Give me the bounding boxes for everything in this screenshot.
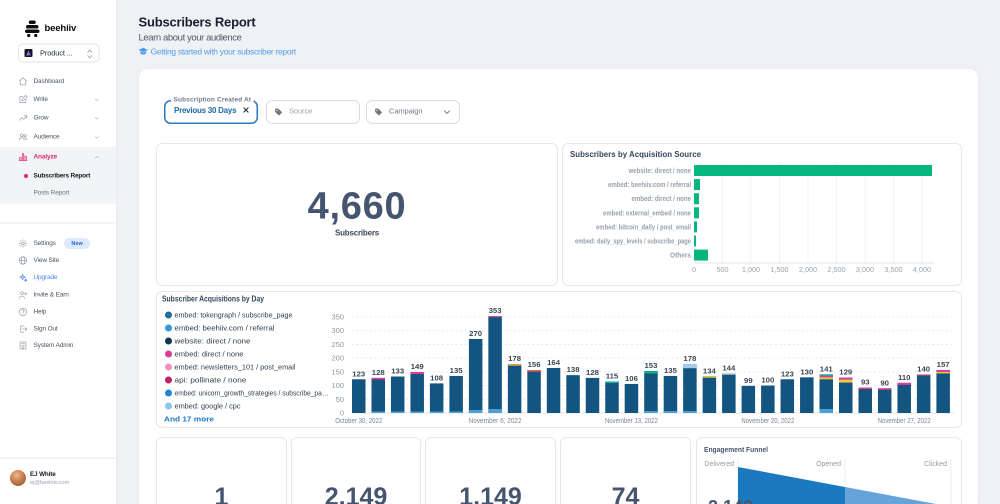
svg-text:embed: beehiiv.com / referral: embed: beehiiv.com / referral <box>608 180 691 189</box>
svg-text:embed: beehiiv.com / referral: embed: beehiiv.com / referral <box>175 324 275 333</box>
svg-text:embed: direct / none: embed: direct / none <box>175 350 244 359</box>
svg-text:Subscribers by Acquisition Sou: Subscribers by Acquisition Source <box>570 150 702 159</box>
svg-text:website: direct / none: website: direct / none <box>173 337 250 346</box>
svg-text:135: 135 <box>664 366 678 375</box>
svg-text:130: 130 <box>800 367 813 376</box>
svg-text:149: 149 <box>411 362 425 371</box>
svg-text:100: 100 <box>761 376 774 385</box>
svg-text:140: 140 <box>917 365 930 374</box>
svg-text:October 30, 2022: October 30, 2022 <box>335 416 382 425</box>
svg-text:api: pollinate / none: api: pollinate / none <box>175 376 247 385</box>
svg-text:November 27, 2022: November 27, 2022 <box>878 416 931 425</box>
svg-text:164: 164 <box>547 358 561 367</box>
svg-text:embed: direct / none: embed: direct / none <box>632 194 692 203</box>
svg-text:270: 270 <box>469 329 482 338</box>
svg-text:350: 350 <box>331 313 344 322</box>
svg-text:123: 123 <box>352 369 366 378</box>
svg-text:embed: unicorn_growth_strategi: embed: unicorn_growth_strategies / subsc… <box>175 389 329 398</box>
svg-text:128: 128 <box>586 368 600 377</box>
svg-text:0: 0 <box>692 265 696 274</box>
svg-text:135: 135 <box>450 366 464 375</box>
svg-text:138: 138 <box>567 365 581 374</box>
svg-text:Opened: Opened <box>816 461 841 468</box>
svg-text:50: 50 <box>336 395 344 404</box>
svg-text:November 13, 2022: November 13, 2022 <box>605 416 658 425</box>
svg-text:133: 133 <box>391 367 405 376</box>
svg-text:2,149: 2,149 <box>708 497 753 504</box>
svg-text:500: 500 <box>716 265 728 274</box>
svg-text:93: 93 <box>861 378 870 387</box>
svg-text:1,500: 1,500 <box>770 265 788 274</box>
svg-text:2,500: 2,500 <box>827 265 845 274</box>
svg-text:110: 110 <box>898 373 911 382</box>
svg-text:Engagement Funnel: Engagement Funnel <box>704 445 768 454</box>
svg-text:99: 99 <box>744 376 753 385</box>
svg-text:108: 108 <box>430 373 444 382</box>
svg-text:embed: google / cpc: embed: google / cpc <box>175 402 241 411</box>
svg-text:Clicked: Clicked <box>924 461 947 468</box>
svg-text:134: 134 <box>703 366 717 375</box>
svg-text:90: 90 <box>880 378 889 387</box>
svg-text:178: 178 <box>508 354 522 363</box>
svg-text:Subscriber Acquisitions by Day: Subscriber Acquisitions by Day <box>162 295 264 304</box>
svg-text:157: 157 <box>937 360 950 369</box>
svg-text:Others: Others <box>670 251 691 260</box>
svg-text:1,000: 1,000 <box>742 265 760 274</box>
svg-text:embed: external_embed / none: embed: external_embed / none <box>603 208 691 217</box>
svg-text:128: 128 <box>372 368 386 377</box>
svg-text:4,000: 4,000 <box>913 265 931 274</box>
svg-text:300: 300 <box>331 326 344 335</box>
svg-text:embed: daily_spy_levels / subs: embed: daily_spy_levels / subscribe_page <box>575 237 691 246</box>
svg-text:embed: bitcoin_daily / post_em: embed: bitcoin_daily / post_email <box>596 222 691 231</box>
svg-text:150: 150 <box>331 367 344 376</box>
svg-text:3,500: 3,500 <box>884 265 902 274</box>
svg-text:November 20, 2022: November 20, 2022 <box>741 416 794 425</box>
svg-text:153: 153 <box>644 361 658 370</box>
svg-text:115: 115 <box>606 371 619 380</box>
svg-text:141: 141 <box>820 364 834 373</box>
svg-text:129: 129 <box>839 368 853 377</box>
svg-text:178: 178 <box>683 354 697 363</box>
svg-text:website: direct / none: website: direct / none <box>628 166 691 175</box>
svg-text:3,000: 3,000 <box>856 265 874 274</box>
svg-text:200: 200 <box>331 354 344 363</box>
svg-text:November 6, 2022: November 6, 2022 <box>469 416 522 425</box>
svg-text:0: 0 <box>340 409 344 418</box>
svg-text:embed: newsletters_101 / post_: embed: newsletters_101 / post_email <box>175 363 296 372</box>
svg-text:100: 100 <box>331 381 344 390</box>
svg-text:144: 144 <box>722 364 736 373</box>
svg-text:123: 123 <box>781 369 795 378</box>
svg-text:250: 250 <box>331 340 344 349</box>
svg-text:And 17 more: And 17 more <box>164 415 214 424</box>
svg-text:Delivered: Delivered <box>704 461 734 468</box>
svg-text:embed: tokengraph / subscribe_: embed: tokengraph / subscribe_page <box>175 311 293 320</box>
svg-text:353: 353 <box>489 306 503 315</box>
svg-text:106: 106 <box>625 374 639 383</box>
svg-text:156: 156 <box>528 360 542 369</box>
svg-text:2,000: 2,000 <box>799 265 817 274</box>
